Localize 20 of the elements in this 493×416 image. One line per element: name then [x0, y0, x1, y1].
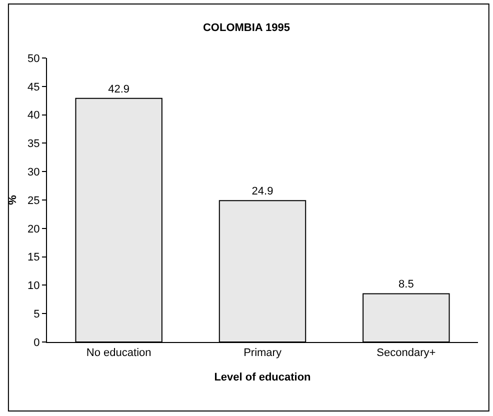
x-tick-label: No education	[86, 347, 152, 360]
y-tick-label: 45	[28, 81, 40, 94]
y-tick-label: 30	[28, 166, 40, 178]
x-tick-label: Secondary+	[376, 347, 436, 360]
y-tick-label: 0	[34, 336, 40, 349]
y-tick-label: 15	[28, 252, 40, 264]
x-axis-title: Level of education	[214, 371, 312, 384]
y-tick-label: 50	[28, 52, 40, 65]
data-label: 42.9	[108, 83, 130, 96]
y-tick-label: 25	[28, 194, 40, 207]
y-tick-label: 5	[34, 308, 40, 320]
y-tick-label: 40	[28, 110, 40, 122]
data-label: 24.9	[252, 186, 274, 198]
y-tick-label: 20	[28, 223, 40, 236]
y-tick-label: 10	[28, 280, 40, 292]
y-tick-label: 35	[28, 138, 40, 150]
x-tick-label: Primary	[244, 347, 282, 360]
y-axis-title: %	[7, 194, 20, 205]
data-label: 8.5	[398, 278, 414, 291]
chart-title: COLOMBIA 1995	[202, 22, 290, 34]
